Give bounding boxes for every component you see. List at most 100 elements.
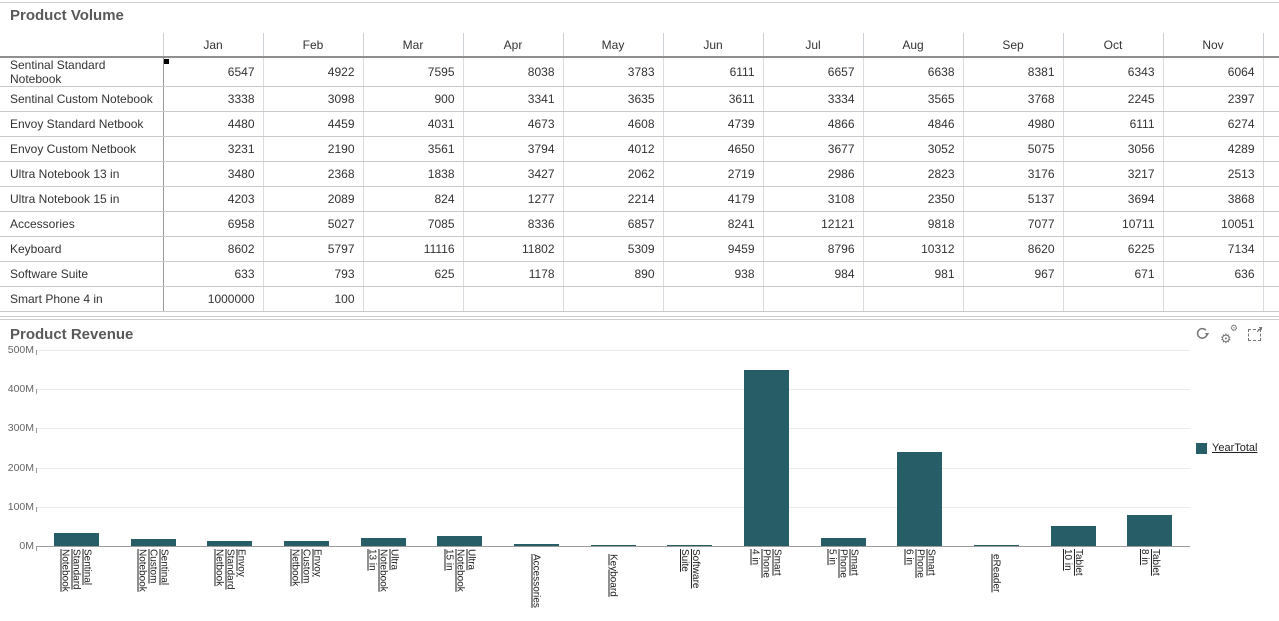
value-cell[interactable]	[462, 286, 563, 312]
value-cell[interactable]: 7595	[362, 57, 463, 87]
value-cell[interactable]: 3217	[1062, 161, 1163, 187]
value-cell[interactable]: 10051	[1162, 211, 1263, 237]
value-cell[interactable]: 7077	[962, 211, 1063, 237]
value-cell[interactable]: 6343	[1062, 57, 1163, 87]
row-label[interactable]: Accessories	[0, 211, 164, 237]
value-cell[interactable]: 1000000	[162, 286, 263, 312]
column-header[interactable]: Sep	[962, 33, 1063, 58]
value-cell[interactable]: 4980	[962, 111, 1063, 137]
column-header[interactable]: May	[562, 33, 663, 58]
row-label[interactable]: Software Suite	[0, 261, 164, 287]
bar[interactable]	[820, 538, 866, 546]
value-cell[interactable]: 981	[862, 261, 963, 287]
value-cell[interactable]: 2397	[1162, 86, 1263, 112]
value-cell[interactable]	[862, 286, 963, 312]
value-cell[interactable]: 6111	[1062, 111, 1163, 137]
value-cell[interactable]: 2062	[562, 161, 663, 187]
bar[interactable]	[437, 536, 483, 546]
value-cell[interactable]: 5075	[962, 136, 1063, 162]
value-cell[interactable]: 3561	[362, 136, 463, 162]
value-cell[interactable]: 5797	[262, 236, 363, 262]
value-cell[interactable]: 3677	[762, 136, 863, 162]
column-header[interactable]: Feb	[262, 33, 363, 58]
value-cell[interactable]: 938	[662, 261, 763, 287]
value-cell[interactable]: 8336	[462, 211, 563, 237]
value-cell[interactable]: 2245	[1062, 86, 1163, 112]
value-cell[interactable]: 8038	[462, 57, 563, 87]
refresh-button[interactable]	[1194, 326, 1211, 343]
value-cell[interactable]: 3334	[762, 86, 863, 112]
value-cell[interactable]: 900	[362, 86, 463, 112]
value-cell[interactable]: 7085	[362, 211, 463, 237]
value-cell[interactable]: 1178	[462, 261, 563, 287]
value-cell[interactable]: 793	[262, 261, 363, 287]
value-cell[interactable]: 9818	[862, 211, 963, 237]
value-cell[interactable]: 3794	[462, 136, 563, 162]
value-cell[interactable]	[562, 286, 663, 312]
value-cell[interactable]: 625	[362, 261, 463, 287]
row-label[interactable]: Keyboard	[0, 236, 164, 262]
value-cell[interactable]: 4012	[562, 136, 663, 162]
value-cell[interactable]	[362, 286, 463, 312]
value-cell[interactable]: 8602	[162, 236, 263, 262]
value-cell[interactable]: 7134	[1162, 236, 1263, 262]
column-header[interactable]: Jun	[662, 33, 763, 58]
value-cell[interactable]: 3338	[162, 86, 263, 112]
bar[interactable]	[207, 541, 253, 546]
maximize-button[interactable]	[1246, 326, 1263, 343]
bar[interactable]	[973, 545, 1019, 546]
value-cell[interactable]: 100	[262, 286, 363, 312]
value-cell[interactable]: 6638	[862, 57, 963, 87]
value-cell[interactable]: 4480	[162, 111, 263, 137]
value-cell[interactable]: 11802	[462, 236, 563, 262]
value-cell[interactable]: 6274	[1162, 111, 1263, 137]
value-cell[interactable]: 3635	[562, 86, 663, 112]
value-cell[interactable]: 9459	[662, 236, 763, 262]
value-cell[interactable]: 3231	[162, 136, 263, 162]
value-cell[interactable]: 3694	[1062, 186, 1163, 212]
value-cell[interactable]: 4203	[162, 186, 263, 212]
value-cell[interactable]	[962, 286, 1063, 312]
value-cell[interactable]: 8796	[762, 236, 863, 262]
value-cell[interactable]: 10312	[862, 236, 963, 262]
value-cell[interactable]: 6064	[1162, 57, 1263, 87]
value-cell[interactable]: 4289	[1162, 136, 1263, 162]
bar[interactable]	[743, 370, 789, 546]
value-cell[interactable]: 4608	[562, 111, 663, 137]
value-cell[interactable]	[662, 286, 763, 312]
bar[interactable]	[513, 544, 559, 546]
row-label[interactable]: Ultra Notebook 15 in	[0, 186, 164, 212]
row-label[interactable]: Ultra Notebook 13 in	[0, 161, 164, 187]
value-cell[interactable]: 3868	[1162, 186, 1263, 212]
value-cell[interactable]: 2719	[662, 161, 763, 187]
value-cell[interactable]: 3480	[162, 161, 263, 187]
value-cell[interactable]: 6111	[662, 57, 763, 87]
value-cell[interactable]: 3056	[1062, 136, 1163, 162]
value-cell[interactable]: 2513	[1162, 161, 1263, 187]
column-header[interactable]: Apr	[462, 33, 563, 58]
value-cell[interactable]: 3611	[662, 86, 763, 112]
row-label[interactable]: Envoy Custom Netbook	[0, 136, 164, 162]
bar[interactable]	[130, 539, 176, 546]
value-cell[interactable]: 8241	[662, 211, 763, 237]
value-cell[interactable]: 4459	[262, 111, 363, 137]
column-header[interactable]: Mar	[362, 33, 463, 58]
value-cell[interactable]: 6958	[162, 211, 263, 237]
value-cell[interactable]: 3098	[262, 86, 363, 112]
value-cell[interactable]: 6857	[562, 211, 663, 237]
value-cell[interactable]: 10711	[1062, 211, 1163, 237]
value-cell[interactable]: 4031	[362, 111, 463, 137]
value-cell[interactable]: 2190	[262, 136, 363, 162]
value-cell[interactable]: 5027	[262, 211, 363, 237]
value-cell[interactable]: 4673	[462, 111, 563, 137]
value-cell[interactable]: 5309	[562, 236, 663, 262]
value-cell[interactable]: 6225	[1062, 236, 1163, 262]
value-cell[interactable]: 6657	[762, 57, 863, 87]
value-cell[interactable]: 3768	[962, 86, 1063, 112]
value-cell[interactable]: 4846	[862, 111, 963, 137]
bar[interactable]	[667, 545, 713, 546]
column-header[interactable]: Nov	[1162, 33, 1263, 58]
value-cell[interactable]: 4922	[262, 57, 363, 87]
value-cell[interactable]: 3565	[862, 86, 963, 112]
value-cell[interactable]: 1277	[462, 186, 563, 212]
